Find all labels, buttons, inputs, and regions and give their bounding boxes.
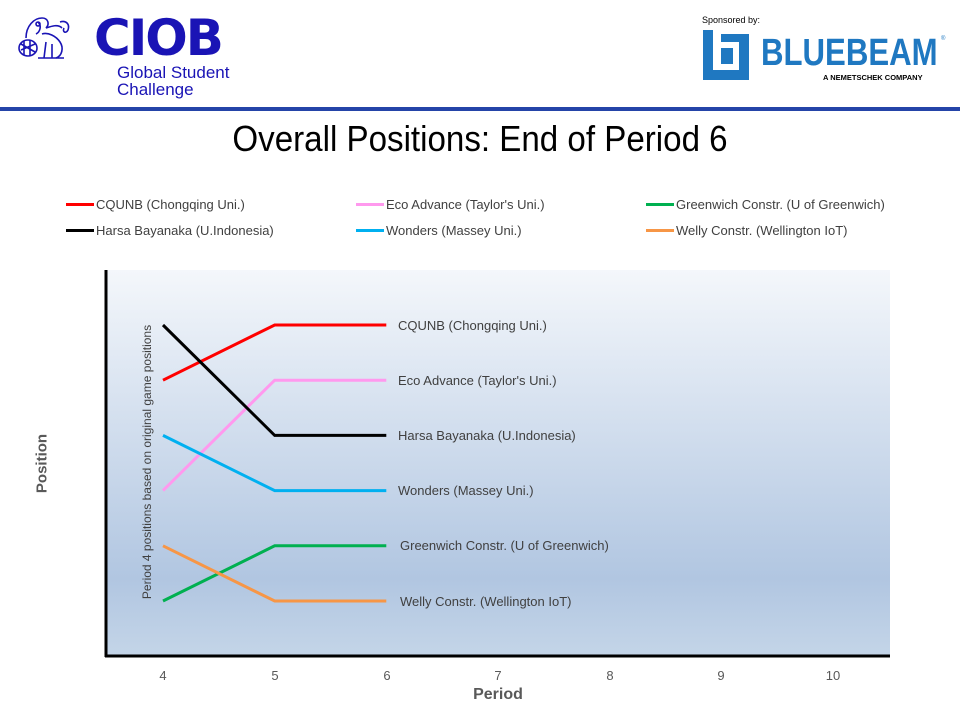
- series-end-label: Wonders (Massey Uni.): [398, 483, 534, 498]
- series-end-label: Eco Advance (Taylor's Uni.): [398, 373, 557, 388]
- header: CIOB Global Student Challenge Sponsored …: [0, 0, 960, 108]
- x-tick-label: 6: [383, 668, 391, 683]
- legend-swatch: [356, 202, 384, 206]
- legend-item: Welly Constr. (Wellington IoT): [646, 222, 847, 238]
- chart-title: Overall Positions: End of Period 6: [232, 118, 728, 159]
- legend-swatch: [66, 228, 94, 232]
- legend-item: Eco Advance (Taylor's Uni.): [356, 196, 545, 212]
- series-end-label: Harsa Bayanaka (U.Indonesia): [398, 428, 576, 443]
- series-line: [162, 434, 387, 493]
- bluebeam-logo: BLUEBEAM ® A NEMETSCHEK COMPANY: [703, 30, 948, 85]
- legend-label: CQUNB (Chongqing Uni.): [96, 196, 245, 212]
- legend-label: Wonders (Massey Uni.): [386, 222, 522, 238]
- x-tick-label: 5: [271, 668, 279, 683]
- bluebeam-wordmark: BLUEBEAM: [761, 32, 938, 74]
- registered-mark: ®: [941, 36, 946, 42]
- x-tick-label: 7: [494, 668, 502, 683]
- ciob-subtitle: Global Student Challenge: [117, 64, 229, 98]
- ciob-wordmark: CIOB: [94, 9, 224, 67]
- header-divider: [0, 107, 960, 111]
- x-tick-label: 10: [825, 668, 841, 683]
- legend-label: Greenwich Constr. (U of Greenwich): [676, 196, 885, 212]
- series-line: [161, 323, 387, 437]
- legend-item: Wonders (Massey Uni.): [356, 222, 522, 238]
- plot-background: [106, 270, 890, 656]
- ciob-subtitle-line2: Challenge: [117, 80, 194, 99]
- x-axis-title: Period: [473, 686, 523, 703]
- ciob-logo: CIOB Global Student Challenge: [16, 8, 276, 103]
- period-4-annotation: Period 4 positions based on original gam…: [140, 324, 154, 600]
- legend-item: CQUNB (Chongqing Uni.): [66, 196, 245, 212]
- legend-swatch: [646, 228, 674, 232]
- x-tick-label: 4: [159, 668, 167, 683]
- legend-label: Eco Advance (Taylor's Uni.): [386, 196, 545, 212]
- y-axis-title: Position: [33, 433, 51, 494]
- lion-emblem-icon: [18, 17, 70, 59]
- ciob-subtitle-line1: Global Student: [117, 63, 230, 82]
- series-end-label: CQUNB (Chongqing Uni.): [398, 318, 547, 333]
- sponsor-label: Sponsored by:: [702, 15, 761, 25]
- bluebeam-square-icon: [703, 30, 749, 80]
- x-tick-label: 9: [717, 668, 725, 683]
- legend-label: Harsa Bayanaka (U.Indonesia): [96, 222, 274, 238]
- series-lines: [161, 323, 387, 603]
- series-end-label: Welly Constr. (Wellington IoT): [400, 594, 572, 609]
- series-line: [162, 544, 387, 603]
- legend-swatch: [66, 202, 94, 206]
- series-line: [162, 544, 387, 603]
- legend-item: Greenwich Constr. (U of Greenwich): [646, 196, 885, 212]
- legend-swatch: [646, 202, 674, 206]
- legend-label: Welly Constr. (Wellington IoT): [676, 222, 848, 238]
- legend-swatch: [356, 228, 384, 232]
- x-tick-label: 8: [606, 668, 614, 683]
- legend-item: Harsa Bayanaka (U.Indonesia): [66, 222, 274, 238]
- series-end-label: Greenwich Constr. (U of Greenwich): [400, 538, 609, 553]
- bluebeam-tagline: A NEMETSCHEK COMPANY: [823, 73, 923, 82]
